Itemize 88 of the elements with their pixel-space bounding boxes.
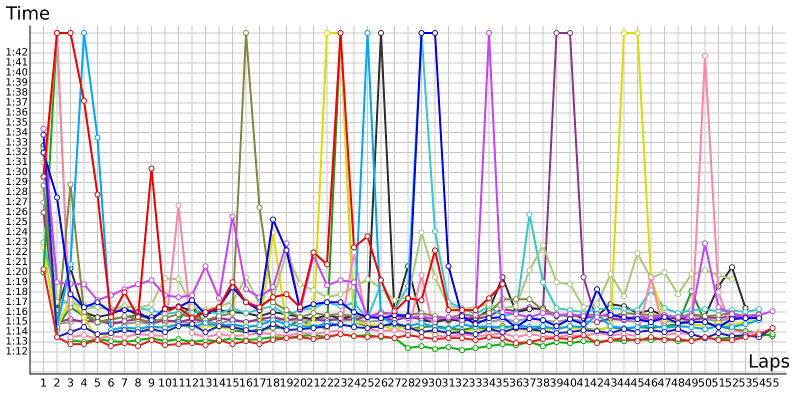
x-tick-label: 19	[280, 376, 294, 390]
y-tick-label: 1:25	[6, 217, 28, 228]
x-tick-label: 55	[766, 376, 780, 390]
x-tick-label: 35	[496, 376, 510, 390]
x-tick-label: 52	[725, 376, 739, 390]
x-tick-label: 43	[604, 376, 618, 390]
x-axis-title: Laps	[748, 352, 790, 373]
x-tick-label: 40	[563, 376, 577, 390]
x-tick-label: 39	[550, 376, 564, 390]
x-tick-label: 32	[455, 376, 469, 390]
x-tick-label: 12	[185, 376, 199, 390]
x-tick-label: 51	[712, 376, 726, 390]
x-tick-label: 38	[536, 376, 550, 390]
x-tick-label: 24	[347, 376, 361, 390]
y-tick-label: 1:36	[6, 107, 28, 118]
x-tick-label: 34	[482, 376, 496, 390]
y-tick-label: 1:26	[6, 207, 28, 218]
x-tick-label: 7	[121, 376, 128, 390]
y-tick-label: 1:37	[6, 97, 28, 108]
y-tick-label: 1:34	[6, 127, 28, 138]
y-tick-label: 1:15	[6, 316, 28, 328]
y-tick-label: 1:21	[6, 256, 28, 268]
y-tick-label: 1:29	[6, 177, 28, 188]
x-tick-label: 33	[468, 376, 482, 390]
x-tick-label: 15	[226, 376, 240, 390]
x-tick-label: 11	[172, 376, 186, 390]
y-tick-label: 1:19	[6, 276, 28, 288]
y-tick-label: 1:33	[6, 137, 28, 148]
x-tick-label: 8	[134, 376, 142, 390]
y-tick-label: 1:31	[6, 157, 28, 168]
y-tick-label: 1:28	[6, 187, 28, 198]
x-tick-label: 9	[148, 376, 155, 390]
x-tick-label: 28	[401, 376, 415, 390]
x-tick-label: 37	[522, 376, 536, 390]
y-tick-label: 1:40	[6, 67, 28, 78]
y-tick-label: 1:42	[6, 48, 28, 59]
x-tick-label: 14	[212, 376, 226, 390]
y-tick-label: 1:39	[6, 77, 28, 88]
x-tick-label: 30	[428, 376, 442, 390]
y-tick-label: 1:38	[6, 87, 28, 98]
x-tick-label: 23	[334, 376, 348, 390]
x-tick-label: 26	[374, 376, 388, 390]
x-tick-label: 1	[40, 376, 47, 390]
x-tick-label: 53	[738, 376, 752, 390]
y-tick-label: 1:18	[6, 286, 28, 298]
y-tick-label: 1:24	[6, 227, 28, 238]
y-tick-label: 1:32	[6, 147, 28, 158]
y-tick-label: 1:12	[6, 346, 28, 358]
x-tick-label: 6	[108, 376, 114, 390]
x-tick-label: 3	[67, 376, 74, 390]
x-tick-label: 45	[630, 376, 644, 390]
x-tick-label: 25	[360, 376, 374, 390]
y-tick-label: 1:20	[6, 266, 28, 278]
x-tick-label: 50	[698, 376, 712, 390]
x-tick-label: 10	[158, 376, 172, 390]
y-tick-label: 1:16	[6, 306, 28, 318]
y-tick-label: 1:35	[6, 117, 28, 128]
x-tick-label: 48	[671, 376, 685, 390]
x-tick-label: 5	[94, 376, 101, 390]
x-tick-label: 27	[388, 376, 402, 390]
x-tick-label: 31	[442, 376, 456, 390]
x-tick-label: 22	[320, 376, 334, 390]
x-tick-label: 18	[266, 376, 280, 390]
x-tick-label: 4	[80, 376, 88, 390]
x-tick-label: 2	[54, 376, 60, 390]
x-tick-label: 46	[644, 376, 658, 390]
y-tick-label: 1:41	[6, 57, 28, 68]
x-tick-label: 21	[306, 376, 320, 390]
y-tick-label: 1:17	[6, 296, 28, 308]
y-tick-label: 1:27	[6, 197, 28, 208]
x-tick-label: 16	[239, 376, 253, 390]
y-tick-label: 1:22	[6, 246, 28, 258]
x-tick-label: 42	[590, 376, 604, 390]
y-tick-label: 1:30	[6, 167, 28, 178]
x-tick-label: 49	[684, 376, 698, 390]
y-tick-label: 1:14	[6, 326, 28, 338]
y-axis-title: Time	[5, 4, 50, 25]
x-tick-label: 36	[509, 376, 523, 390]
x-tick-label: 17	[252, 376, 266, 390]
x-tick-label: 54	[752, 376, 766, 390]
x-tick-label: 13	[198, 376, 212, 390]
x-tick-label: 20	[293, 376, 307, 390]
x-tick-label: 29	[414, 376, 428, 390]
y-tick-label: 1:23	[6, 236, 28, 248]
x-tick-label: 47	[658, 376, 672, 390]
x-tick-label: 41	[576, 376, 590, 390]
x-tick-label: 44	[617, 376, 631, 390]
y-tick-label: 1:13	[6, 336, 28, 348]
